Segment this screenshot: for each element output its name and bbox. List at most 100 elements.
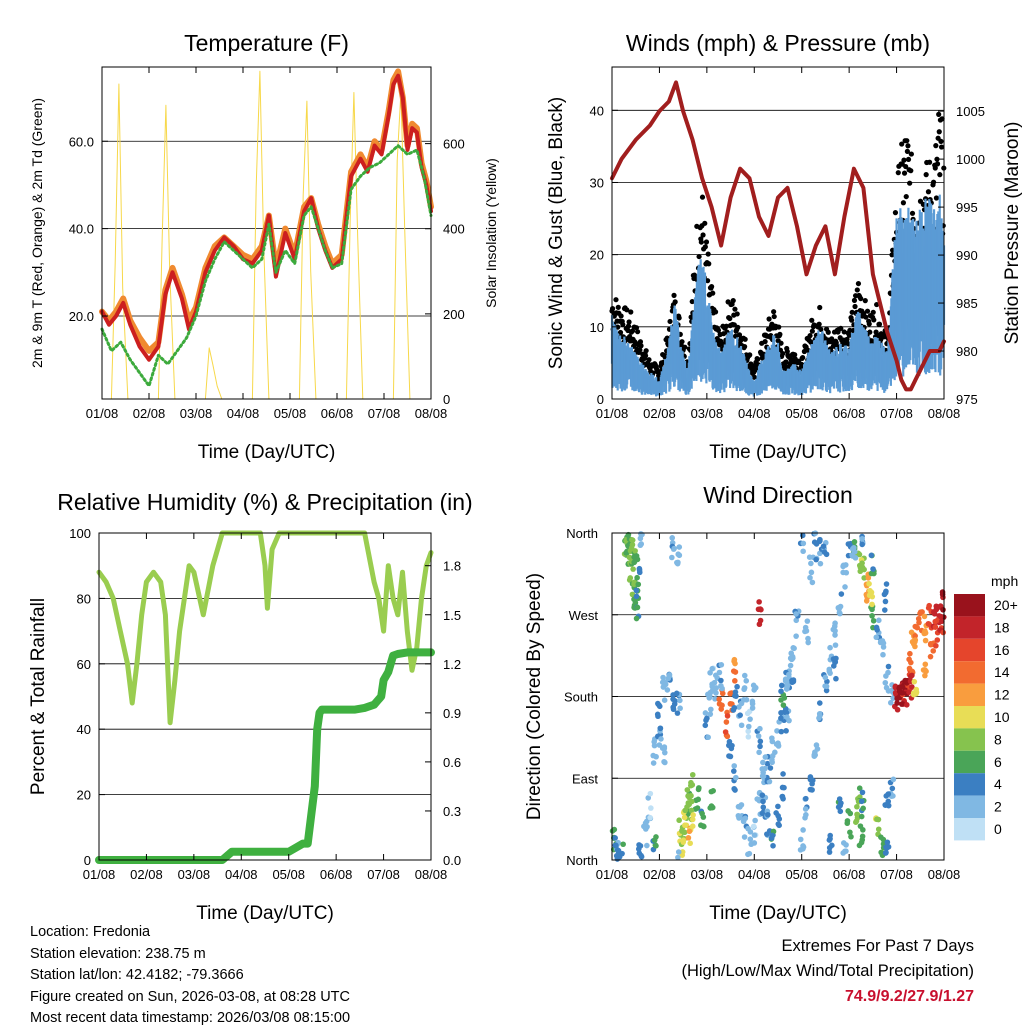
gust-point: [901, 157, 907, 163]
direction-point: [653, 843, 659, 849]
temperature-xtick-label: 03/08: [180, 406, 213, 421]
direction-point: [695, 786, 702, 793]
direction-point: [686, 828, 693, 835]
direction-point: [823, 683, 830, 690]
direction-point: [835, 604, 842, 611]
direction-point: [889, 785, 896, 792]
humidity-ytick-label-right: 0.0: [443, 853, 461, 868]
direction-point: [833, 655, 839, 662]
direction-point: [756, 749, 762, 756]
direction-point: [847, 810, 854, 817]
direction-point: [661, 697, 668, 703]
gust-point: [782, 366, 788, 372]
direction-point: [658, 736, 664, 742]
gust-point: [780, 350, 786, 357]
gust-point: [938, 144, 945, 150]
humidity-ytick-label-right: 1.5: [443, 608, 461, 623]
direction-point: [780, 702, 787, 708]
temperature-xtick-label: 05/08: [274, 406, 307, 421]
direction-point: [926, 602, 932, 609]
temperature-ylabel-right: Solar Insolation (Yellow): [483, 158, 499, 308]
direction-point: [890, 776, 897, 783]
gust-point: [742, 336, 748, 342]
temperature-ytick-label-right: 0: [443, 392, 450, 407]
direction-point: [811, 539, 818, 546]
direction-point: [688, 779, 694, 786]
direction-point: [733, 774, 739, 781]
direction-point: [687, 840, 693, 847]
gust-point: [705, 251, 711, 257]
direction-xtick-label: 07/08: [880, 867, 913, 882]
gust-point: [809, 317, 815, 323]
humidity-xtick-label: 04/08: [225, 867, 258, 882]
temperature-td-line: [100, 144, 433, 388]
gust-point: [702, 220, 708, 226]
gust-point: [909, 210, 916, 216]
temperature-title: Temperature (F): [184, 30, 349, 56]
direction-point: [676, 544, 683, 550]
direction-point: [878, 638, 884, 645]
gust-point: [932, 165, 938, 171]
figure-created: Figure created on Sun, 2026-03-08, at 08…: [30, 988, 350, 1005]
direction-point: [750, 823, 757, 830]
direction-point: [883, 673, 889, 679]
gust-point: [862, 298, 868, 304]
humidity-xtick-label: 02/08: [130, 867, 163, 882]
winds-pressure-line: [610, 80, 946, 392]
direction-point: [757, 606, 764, 612]
colorbar-label: 0: [994, 821, 1002, 837]
direction-point: [641, 823, 647, 830]
direction-point: [718, 677, 724, 684]
colorbar-label: 8: [994, 731, 1002, 747]
gust-point: [637, 347, 643, 353]
direction-point: [632, 599, 639, 606]
direction-point: [634, 556, 641, 563]
humidity-precip-line: [95, 648, 435, 864]
direction-point: [738, 722, 745, 729]
direction-point: [906, 689, 912, 695]
direction-point: [688, 798, 695, 805]
direction-point: [729, 742, 735, 749]
direction-point: [781, 695, 788, 701]
gust-point: [904, 148, 910, 154]
direction-point: [830, 626, 837, 633]
direction-point: [724, 713, 731, 719]
direction-point: [723, 719, 730, 725]
winds-ytick-label: 40: [590, 103, 604, 118]
direction-point: [876, 617, 882, 624]
gust-point: [870, 309, 876, 315]
direction-point: [858, 839, 865, 846]
direction-ylabel: Direction (Colored By Speed): [524, 573, 545, 820]
gust-point: [867, 329, 873, 335]
direction-point: [632, 548, 638, 554]
direction-point: [922, 672, 928, 679]
direction-point: [635, 581, 642, 588]
direction-point: [751, 840, 758, 846]
gust-point: [905, 143, 911, 149]
humidity-xtick-label: 01/08: [83, 867, 116, 882]
humidity-ytick-label-right: 0.3: [443, 804, 461, 819]
temperature-axes-box: [101, 66, 432, 400]
gust-point: [844, 336, 850, 342]
humidity-title: Relative Humidity (%) & Precipitation (i…: [57, 489, 472, 515]
direction-point: [760, 798, 766, 805]
winds-axes-box: [611, 66, 945, 400]
humidity-ylabel: Percent & Total Rainfall: [28, 598, 49, 795]
gust-point: [778, 340, 784, 346]
direction-point: [861, 566, 867, 573]
temperature-xtick-label: 06/08: [321, 406, 354, 421]
direction-point: [911, 678, 918, 685]
temperature-ytick-label-right: 400: [443, 222, 465, 237]
direction-point: [842, 584, 848, 590]
humidity-ytick-label: 60: [77, 657, 91, 672]
direction-point: [727, 701, 734, 707]
gust-point: [784, 348, 790, 355]
colorbar-swatch: [954, 795, 985, 818]
station-latlon: Station lat/lon: 42.4182; -79.3666: [30, 967, 244, 983]
direction-point: [626, 554, 633, 561]
gust-point: [771, 313, 777, 320]
direction-point: [797, 836, 804, 843]
gust-point: [679, 339, 685, 345]
humidity-ytick-label-right: 0.9: [443, 706, 461, 721]
direction-point: [860, 805, 866, 812]
